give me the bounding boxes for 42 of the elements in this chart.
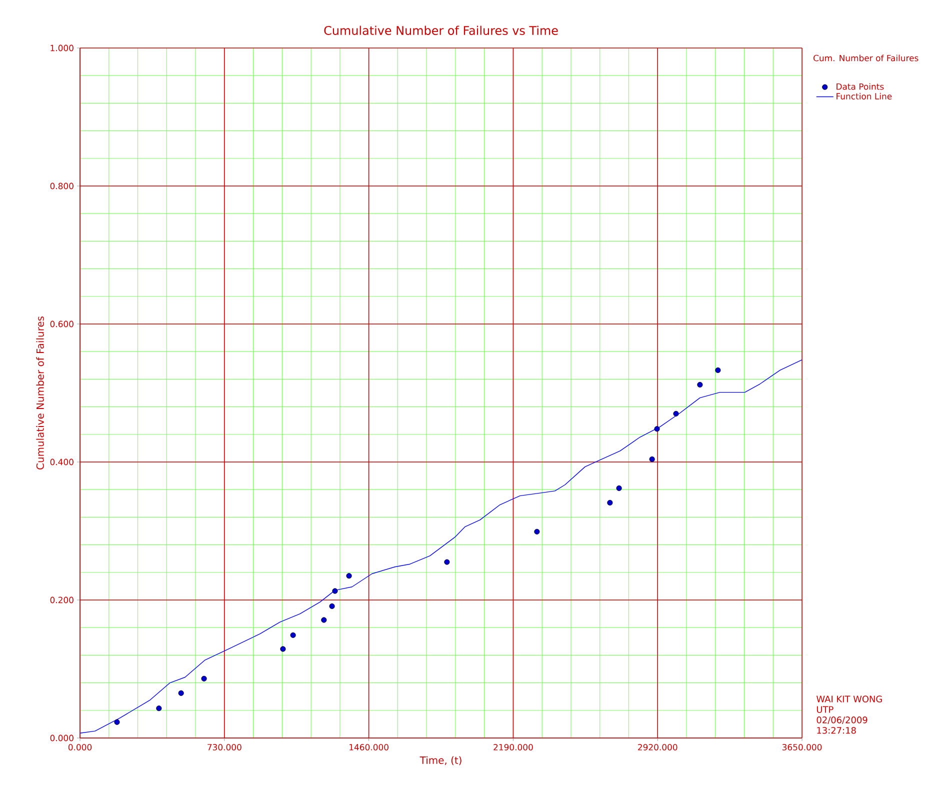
point [673, 410, 679, 416]
point [607, 500, 613, 506]
text: 13:27:18 [817, 727, 856, 734]
x-tick-label: 730.000 [208, 744, 242, 750]
point [534, 528, 540, 534]
point [444, 559, 450, 565]
line-series [80, 360, 802, 734]
point [156, 706, 162, 712]
text: UTP [816, 706, 834, 713]
legend-title: Cum. Number of Failures [813, 54, 918, 62]
point [290, 632, 296, 638]
y-tick-label: 0.400 [50, 458, 74, 466]
point [321, 617, 327, 623]
point [329, 603, 335, 609]
text: 02/06/2009 [816, 716, 868, 724]
y-tick-label: 0.800 [50, 182, 74, 190]
text: WAI KIT WONG [816, 696, 882, 702]
point [114, 719, 120, 725]
point [332, 588, 338, 594]
point [178, 690, 184, 696]
chart-title: Cumulative Number of Failures vs Time [324, 26, 558, 35]
x-tick-label: 2920.000 [638, 744, 678, 750]
x-axis-title: Time, (t) [420, 756, 462, 766]
y-tick-label: 0.200 [50, 596, 74, 604]
y-tick-label: 0.600 [50, 320, 74, 328]
legend-label: Data Points [836, 83, 884, 90]
x-tick-label: 0.000 [68, 744, 92, 750]
point [697, 382, 703, 388]
point [346, 573, 352, 579]
x-tick-label: 2190.000 [494, 744, 533, 750]
legend-label: Function Line [836, 92, 892, 100]
point [649, 456, 655, 462]
point [654, 426, 660, 432]
y-tick-label: 0.000 [50, 734, 74, 742]
x-tick-label: 1460.000 [350, 744, 388, 750]
y-tick-label: 1.000 [50, 44, 74, 52]
point [715, 367, 721, 374]
point [201, 676, 207, 682]
y-axis-title: Cumulative Number of Failures [36, 316, 44, 470]
x-tick-label: 3650.000 [782, 744, 822, 750]
point [280, 646, 286, 652]
point [616, 485, 622, 491]
